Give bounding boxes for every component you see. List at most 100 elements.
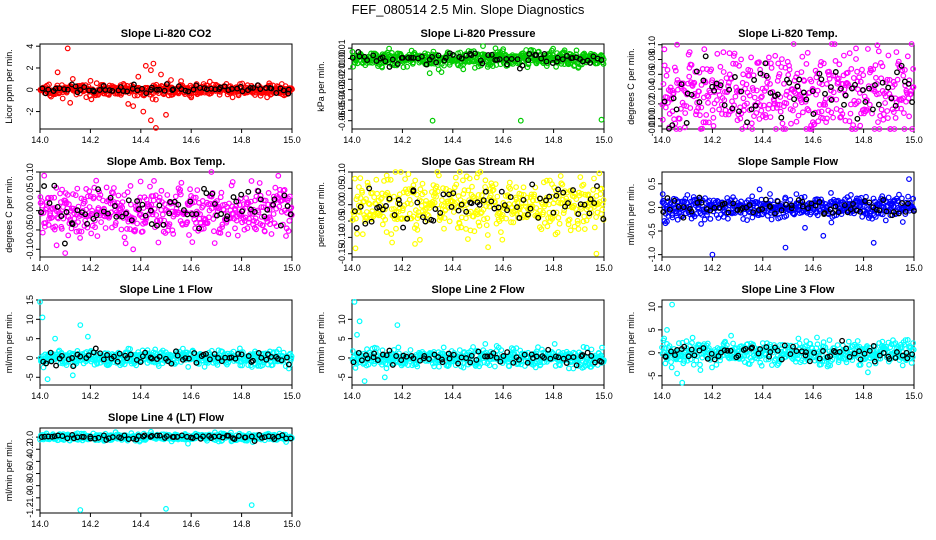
data-point: [425, 212, 432, 219]
data-point: [458, 224, 465, 231]
reference-point: [744, 119, 751, 126]
outlier-point: [140, 108, 147, 115]
outlier-point: [674, 41, 680, 48]
reference-point: [559, 56, 566, 63]
reference-point: [810, 111, 817, 117]
data-point: [460, 177, 466, 184]
reference-point: [673, 106, 680, 113]
x-tick-label: 15.0: [595, 135, 613, 145]
x-tick-label: 14.2: [82, 391, 100, 401]
data-point: [124, 225, 130, 232]
reference-point: [563, 53, 570, 59]
data-point: [260, 222, 266, 229]
data-point: [499, 236, 506, 243]
data-point: [169, 227, 176, 234]
data-point: [48, 194, 55, 201]
data-point: [746, 92, 753, 99]
data-point: [684, 192, 691, 198]
data-point: [540, 179, 547, 186]
reference-point: [239, 208, 246, 215]
data-point: [151, 177, 157, 184]
data-point: [900, 72, 907, 79]
y-tick-label: 0: [647, 350, 657, 355]
data-point: [697, 112, 703, 119]
data-point: [670, 90, 677, 96]
data-point: [374, 190, 381, 197]
data-point: [216, 91, 223, 98]
data-point: [388, 231, 395, 238]
data-point: [697, 361, 703, 368]
outlier-point: [59, 95, 66, 102]
outlier-point: [150, 60, 157, 67]
x-tick-label: 15.0: [283, 391, 301, 401]
data-point: [852, 126, 859, 132]
outlier-point: [906, 176, 912, 183]
y-tick-label: -0.10: [25, 239, 35, 260]
y-tick-label: -0.01: [647, 116, 657, 137]
data-point: [184, 219, 191, 226]
reference-point: [180, 207, 187, 214]
reference-point: [791, 96, 798, 103]
data-point: [885, 194, 892, 201]
data-point: [785, 71, 792, 78]
data-point: [906, 113, 912, 120]
data-point: [356, 184, 362, 190]
data-point: [808, 126, 815, 132]
y-tick-label: 0.08: [647, 51, 657, 69]
data-point: [70, 191, 76, 198]
data-point: [661, 62, 668, 69]
outlier-point: [69, 372, 76, 379]
data-point: [357, 175, 364, 182]
data-point: [875, 119, 881, 125]
data-point: [909, 126, 915, 132]
outlier-point: [142, 62, 149, 69]
data-points: [37, 45, 295, 131]
data-point: [865, 46, 871, 52]
reference-point: [449, 51, 456, 58]
data-point: [506, 179, 513, 186]
data-point: [880, 116, 887, 123]
data-point: [456, 169, 463, 175]
reference-point: [109, 87, 116, 94]
x-tick-label: 14.8: [233, 135, 251, 145]
data-point: [806, 126, 813, 132]
reference-point: [429, 54, 435, 60]
data-point: [766, 54, 772, 61]
reference-point: [161, 87, 168, 94]
reference-point: [153, 86, 160, 93]
data-point: [261, 228, 268, 235]
outlier-point: [125, 100, 132, 107]
reference-point: [38, 209, 44, 216]
y-tick-label: -5: [25, 373, 35, 381]
data-point: [286, 217, 293, 224]
data-point: [433, 193, 440, 200]
data-point: [907, 91, 914, 98]
data-point: [705, 99, 711, 106]
data-point: [51, 194, 58, 201]
outlier-point: [158, 71, 164, 78]
data-point: [441, 225, 447, 232]
outlier-point: [130, 246, 137, 253]
data-point: [846, 50, 853, 57]
data-point: [166, 221, 173, 228]
x-tick-label: 14.2: [704, 135, 722, 145]
data-point: [561, 47, 568, 54]
x-tick-label: 14.2: [394, 391, 412, 401]
reference-point: [432, 206, 439, 212]
data-point: [364, 60, 371, 66]
data-point: [756, 116, 763, 122]
reference-point: [277, 222, 284, 229]
data-point: [431, 199, 438, 206]
data-point: [689, 334, 696, 341]
reference-point: [827, 84, 834, 91]
data-point: [490, 63, 496, 69]
reference-point: [543, 58, 550, 65]
outlier-point: [853, 45, 859, 52]
data-point: [533, 205, 540, 211]
data-point: [884, 76, 891, 83]
data-point: [208, 193, 215, 200]
reference-point: [399, 54, 406, 61]
data-point: [251, 224, 258, 231]
data-point: [388, 206, 395, 213]
data-point: [270, 211, 277, 217]
